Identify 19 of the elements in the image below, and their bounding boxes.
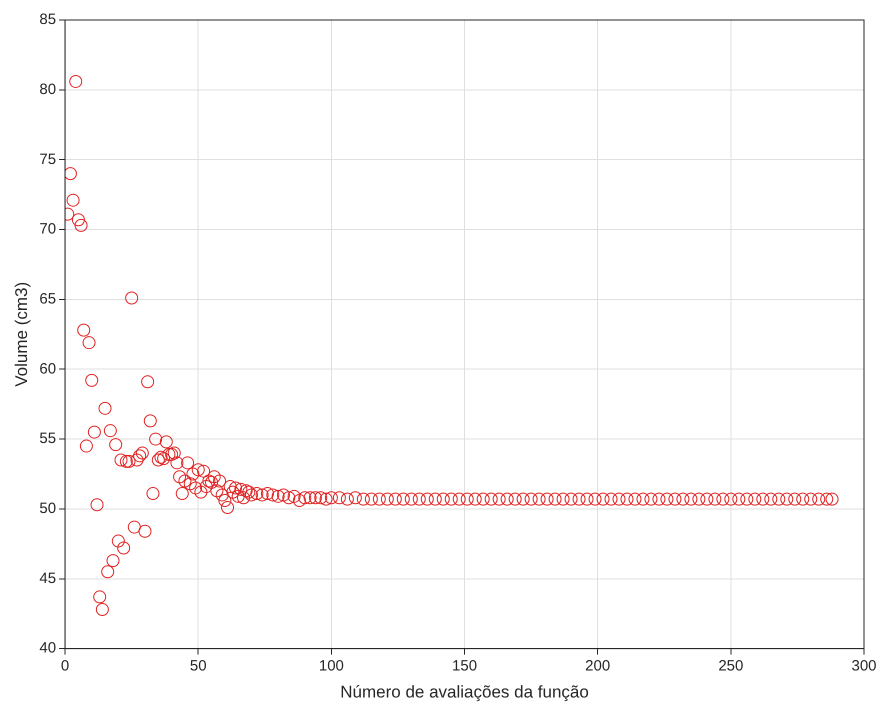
y-tick-label: 70 xyxy=(39,220,56,238)
y-tick-label: 65 xyxy=(39,290,56,308)
y-tick-label: 85 xyxy=(39,11,56,28)
x-axis-title: Número de avaliações da função xyxy=(340,682,589,702)
x-tick-label: 300 xyxy=(851,658,877,675)
x-tick-label: 150 xyxy=(452,658,478,675)
x-tick-label: 200 xyxy=(585,658,610,675)
y-tick-label: 40 xyxy=(39,640,56,657)
x-tick-label: 250 xyxy=(718,658,744,675)
y-tick-label: 45 xyxy=(39,570,56,587)
y-tick-label: 80 xyxy=(39,80,56,98)
y-tick-label: 50 xyxy=(39,500,56,518)
x-tick-label: 50 xyxy=(190,658,207,675)
y-tick-label: 55 xyxy=(39,430,56,448)
y-axis-title: Volume (cm3) xyxy=(12,282,31,387)
x-tick-label: 100 xyxy=(318,658,344,675)
x-tick-label: 0 xyxy=(60,658,70,675)
y-tick-label: 75 xyxy=(39,150,56,168)
y-tick-label: 60 xyxy=(39,360,56,378)
